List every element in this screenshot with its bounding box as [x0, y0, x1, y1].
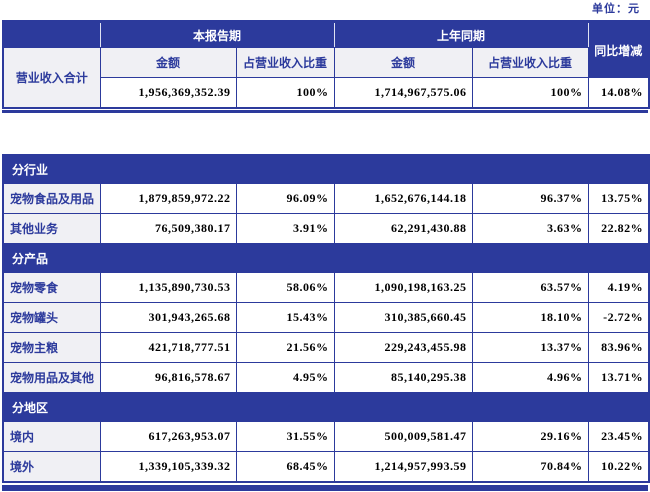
prior-ratio-cell: 63.57%	[471, 272, 589, 303]
row-label: 境外	[2, 451, 101, 482]
current-ratio-cell: 4.95%	[235, 362, 335, 393]
section-title: 分地区	[2, 392, 650, 422]
current-amount-cell: 76,509,380.17	[99, 213, 237, 244]
current-ratio-cell: 21.56%	[235, 332, 335, 363]
row-label: 境内	[2, 421, 101, 452]
current-amount-cell: 1,339,105,339.32	[99, 451, 237, 482]
yoy-cell: 10.22%	[587, 451, 650, 482]
table-row: 宠物用品及其他 96,816,578.67 4.95% 85,140,295.3…	[2, 362, 650, 393]
yoy-cell: 22.82%	[587, 213, 650, 244]
subheader-row: 营业收入合计 金额 占营业收入比重 金额 占营业收入比重	[2, 47, 649, 108]
yoy-cell: -2.72%	[587, 302, 650, 333]
prior-amount-cell: 85,140,295.38	[333, 362, 473, 393]
current-ratio-cell: 15.43%	[235, 302, 335, 333]
prior-amount-cell: 500,009,581.47	[333, 421, 473, 452]
current-amount-cell: 96,816,578.67	[99, 362, 237, 393]
prior-amount-cell: 62,291,430.88	[333, 213, 473, 244]
row-label: 宠物主粮	[2, 332, 101, 363]
current-amount-cell: 1,879,859,972.22	[99, 183, 237, 214]
subheader-amount-current: 金额	[99, 47, 237, 78]
prior-amount-cell: 1,652,676,144.18	[333, 183, 473, 214]
subheader-ratio-current: 占营业收入比重	[235, 47, 335, 78]
prior-amount-cell: 1,214,957,993.59	[333, 451, 473, 482]
row-label: 宠物罐头	[2, 302, 101, 333]
revenue-summary-table: 本报告期 上年同期 同比增减 营业收入合计 金额 占营业收入比重 金额 占营业收…	[2, 20, 650, 109]
unit-label: 单位：元	[592, 3, 640, 15]
prior-ratio-cell: 4.96%	[471, 362, 589, 393]
yoy-cell: 14.08%	[587, 77, 650, 108]
yoy-cell: 13.71%	[587, 362, 650, 393]
revenue-breakdown-table: 分行业 宠物食品及用品 1,879,859,972.22 96.09% 1,65…	[2, 153, 650, 483]
summary-table-bottom-bar	[2, 109, 648, 113]
current-amount-cell: 1,956,369,352.39	[99, 77, 237, 108]
prior-ratio-cell: 70.84%	[471, 451, 589, 482]
header-prior-period: 上年同期	[333, 21, 589, 48]
current-ratio-cell: 31.55%	[235, 421, 335, 452]
current-amount-cell: 1,135,890,730.53	[99, 272, 237, 303]
prior-ratio-cell: 13.37%	[471, 332, 589, 363]
current-amount-cell: 421,718,777.51	[99, 332, 237, 363]
yoy-cell: 4.19%	[587, 272, 650, 303]
total-revenue-label: 营业收入合计	[2, 47, 101, 108]
prior-ratio-cell: 100%	[471, 77, 589, 108]
prior-amount-cell: 310,385,660.45	[333, 302, 473, 333]
yoy-cell: 23.45%	[587, 421, 650, 452]
section-gap	[0, 113, 650, 154]
prior-ratio-cell: 96.37%	[471, 183, 589, 214]
row-label: 宠物用品及其他	[2, 362, 101, 393]
prior-ratio-cell: 3.63%	[471, 213, 589, 244]
table-row: 境外 1,339,105,339.32 68.45% 1,214,957,993…	[2, 451, 650, 482]
table-row: 宠物主粮 421,718,777.51 21.56% 229,243,455.9…	[2, 332, 650, 363]
next-section-bar	[2, 484, 648, 491]
section-header-industry: 分行业	[2, 154, 650, 184]
row-label: 宠物零食	[2, 272, 101, 303]
total-revenue-row: 1,956,369,352.39 100% 1,714,967,575.06 1…	[3, 77, 650, 108]
prior-amount-cell: 1,714,967,575.06	[333, 77, 473, 108]
header-current-period: 本报告期	[99, 21, 335, 48]
section-title: 分产品	[2, 243, 650, 273]
current-amount-cell: 617,263,953.07	[99, 421, 237, 452]
subheader-ratio-prior: 占营业收入比重	[471, 47, 589, 78]
section-header-region: 分地区	[2, 392, 650, 422]
table-row: 宠物食品及用品 1,879,859,972.22 96.09% 1,652,67…	[2, 183, 650, 214]
section-title: 分行业	[2, 154, 650, 184]
current-ratio-cell: 58.06%	[235, 272, 335, 303]
prior-amount-cell: 229,243,455.98	[333, 332, 473, 363]
prior-amount-cell: 1,090,198,163.25	[333, 272, 473, 303]
yoy-cell: 13.75%	[587, 183, 650, 214]
row-label: 宠物食品及用品	[2, 183, 101, 214]
current-amount-cell: 301,943,265.68	[99, 302, 237, 333]
subheader-amount-prior: 金额	[333, 47, 473, 78]
prior-ratio-cell: 29.16%	[471, 421, 589, 452]
table-row: 宠物零食 1,135,890,730.53 58.06% 1,090,198,1…	[2, 272, 650, 303]
yoy-cell: 83.96%	[587, 332, 650, 363]
prior-ratio-cell: 18.10%	[471, 302, 589, 333]
header-corner-cell	[2, 21, 101, 48]
table-row: 宠物罐头 301,943,265.68 15.43% 310,385,660.4…	[2, 302, 650, 333]
row-label: 其他业务	[2, 213, 101, 244]
section-header-product: 分产品	[2, 243, 650, 273]
current-ratio-cell: 68.45%	[235, 451, 335, 482]
period-header-row: 本报告期 上年同期 同比增减	[2, 21, 650, 78]
table-row: 境内 617,263,953.07 31.55% 500,009,581.47 …	[2, 421, 650, 452]
header-yoy-change: 同比增减	[587, 21, 650, 78]
current-ratio-cell: 3.91%	[235, 213, 335, 244]
current-ratio-cell: 100%	[235, 77, 335, 108]
table-row: 其他业务 76,509,380.17 3.91% 62,291,430.88 3…	[2, 213, 650, 244]
current-ratio-cell: 96.09%	[235, 183, 335, 214]
